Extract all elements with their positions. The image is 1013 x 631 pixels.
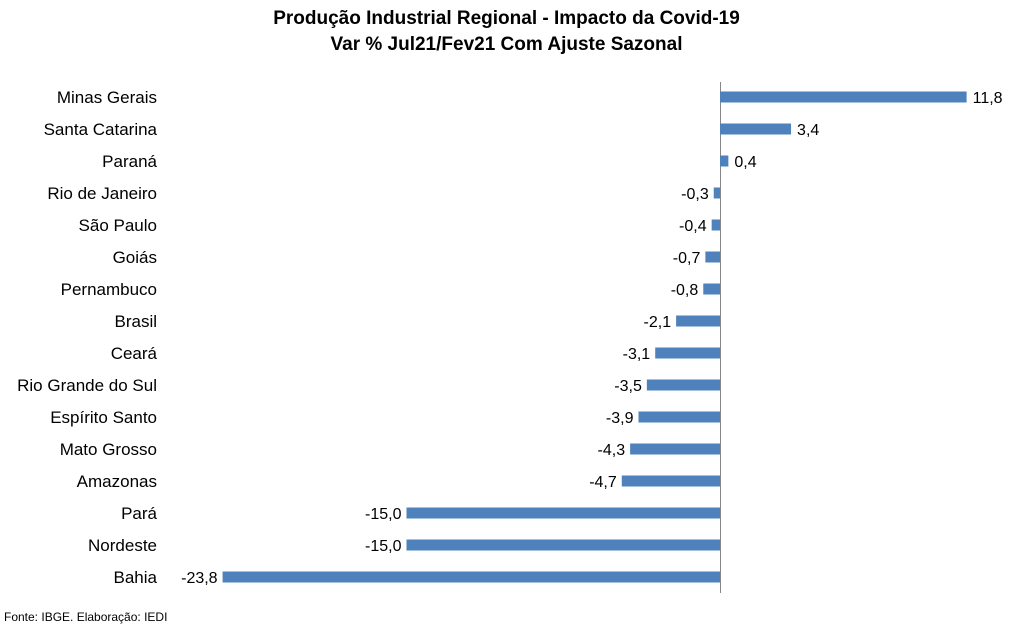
bar <box>655 347 720 359</box>
category-label: Ceará <box>111 344 158 363</box>
bar <box>638 411 720 423</box>
bar <box>720 155 729 167</box>
data-label: 3,4 <box>797 122 819 139</box>
category-label: São Paulo <box>79 216 157 235</box>
bar <box>222 571 720 583</box>
data-label: -3,9 <box>606 410 634 427</box>
chart-title-block: Produção Industrial Regional - Impacto d… <box>0 6 1013 58</box>
data-label: -2,1 <box>644 314 672 331</box>
data-label: -3,1 <box>623 346 651 363</box>
category-label: Rio Grande do Sul <box>17 376 157 395</box>
category-label: Goiás <box>113 248 157 267</box>
data-label: -0,8 <box>671 282 699 299</box>
bar <box>621 475 720 487</box>
data-label: -0,4 <box>679 218 707 235</box>
data-label: -15,0 <box>365 506 402 523</box>
bar <box>676 315 720 327</box>
chart-title: Produção Industrial Regional - Impacto d… <box>273 8 740 29</box>
data-label: -15,0 <box>365 538 402 555</box>
category-label: Brasil <box>114 312 157 331</box>
bar <box>646 379 720 391</box>
category-label: Espírito Santo <box>50 408 157 427</box>
category-label: Pará <box>121 504 157 523</box>
source-note: Fonte: IBGE. Elaboração: IEDI <box>4 610 168 624</box>
bar <box>711 219 720 231</box>
data-label: 11,8 <box>973 90 1003 107</box>
category-label: Pernambuco <box>61 280 157 299</box>
category-label: Paraná <box>102 152 157 171</box>
category-label: Minas Gerais <box>57 88 157 107</box>
category-label: Amazonas <box>77 472 157 491</box>
bar <box>630 443 720 455</box>
category-label: Santa Catarina <box>44 120 158 139</box>
category-label: Nordeste <box>88 536 157 555</box>
category-label: Bahia <box>114 568 158 587</box>
data-label: -0,7 <box>673 250 701 267</box>
data-label: -3,5 <box>614 378 642 395</box>
category-label: Rio de Janeiro <box>47 184 157 203</box>
data-label: -23,8 <box>181 570 218 587</box>
data-label: 0,4 <box>734 154 756 171</box>
data-label: -4,7 <box>589 474 617 491</box>
bar <box>705 251 720 263</box>
bar <box>703 283 720 295</box>
bar <box>406 539 720 551</box>
bar <box>713 187 720 199</box>
bar <box>406 507 720 519</box>
data-label: -4,3 <box>598 442 626 459</box>
data-label: -0,3 <box>681 186 709 203</box>
bar <box>720 123 792 135</box>
chart-subtitle: Var % Jul21/Fev21 Com Ajuste Sazonal <box>330 34 683 55</box>
bar <box>720 91 967 103</box>
bar-chart: Minas Gerais 11,8 Santa Catarina 3,4 Paraná 0… <box>17 82 1003 593</box>
category-label: Mato Grosso <box>60 440 157 459</box>
